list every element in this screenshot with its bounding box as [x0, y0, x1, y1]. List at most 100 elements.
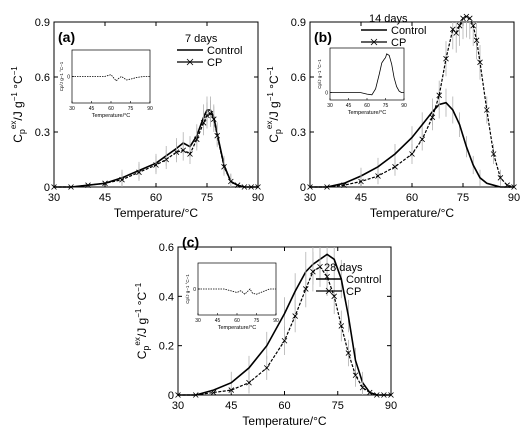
panel-label: (c): [182, 234, 199, 250]
data-point: [102, 180, 108, 187]
inset-x-tick-label: 45: [215, 318, 221, 324]
data-point: [317, 263, 323, 270]
y-label-main: C: [267, 134, 281, 143]
data-point: [310, 268, 316, 275]
inset-x-tick-label: 75: [128, 106, 134, 112]
inset-y-tick-label: 0: [325, 91, 328, 97]
data-point: [341, 182, 347, 188]
y-label-units2: °C: [11, 75, 25, 92]
data-point: [409, 151, 415, 157]
x-tick-label: 60: [150, 192, 162, 204]
data-point: [490, 151, 497, 157]
legend-entry: Control: [207, 45, 242, 57]
data-point: [443, 55, 449, 62]
legend-marker: [325, 287, 333, 295]
inset-y-tick-label: 0: [193, 287, 196, 293]
y-tick-label: 0: [44, 182, 50, 194]
legend-entry: Control: [391, 25, 426, 37]
inset-x-tick-label: 90: [273, 318, 279, 324]
inset-line: [330, 53, 404, 96]
x-tick-label: 30: [48, 192, 60, 204]
data-point: [470, 22, 476, 29]
x-axis-label: Temperature/°C: [370, 206, 454, 220]
y-tick-label: 0.6: [291, 72, 306, 84]
inset-x-tick-label: 45: [89, 106, 95, 112]
panel-1: 30 45 60 75 90 0 0.3 0.6 0.9 Temperature/°C Cpex/J…: [9, 17, 264, 220]
y-label-sup2: −1: [266, 92, 275, 102]
legend-marker: [370, 38, 378, 46]
data-point: [248, 184, 254, 190]
legend-entry: CP: [207, 57, 222, 69]
data-point: [281, 337, 288, 344]
y-label-sup: ex: [9, 121, 18, 129]
y-axis-label: Cpex/J g−1 °C−1: [9, 66, 27, 143]
data-point: [359, 384, 366, 391]
x-tick-label: 75: [457, 192, 469, 204]
data-point: [381, 392, 387, 398]
data-point: [453, 30, 459, 36]
y-label-sup3: −1: [266, 66, 275, 76]
inset-y-tick-label: 0: [67, 75, 70, 81]
y-label-sup3: −1: [10, 66, 19, 76]
inset-x-tick-label: 60: [234, 318, 240, 324]
data-point: [467, 15, 473, 22]
data-point: [221, 164, 227, 170]
y-tick-label: 0.6: [35, 72, 50, 84]
y-label-units: /J g: [135, 318, 149, 337]
series-line: [54, 112, 258, 188]
legend-title: 7 days: [185, 33, 218, 45]
inset-plot: 30 45 60 75 90 0 Temperature/°C Cp/J g−1 °C−1: [59, 49, 153, 119]
data-point: [388, 392, 394, 398]
x-tick-label: 45: [99, 192, 111, 204]
data-point: [392, 164, 398, 170]
inset-x-axis-label: Temperature/°C: [218, 325, 257, 331]
data-point: [228, 387, 235, 393]
inset-frame: [71, 49, 151, 104]
series-cp: [307, 13, 517, 190]
data-point: [504, 182, 510, 188]
inset-y-axis-label: Cp/J g−1 °C−1: [59, 61, 64, 91]
data-point: [136, 169, 142, 176]
data-point: [436, 92, 442, 99]
inset-x-tick-label: 60: [364, 103, 370, 109]
data-point: [241, 184, 248, 190]
data-point: [194, 136, 200, 143]
y-label-units2: °C: [135, 292, 149, 309]
y-label-main: C: [11, 134, 25, 143]
y-tick-label: 0.2: [159, 341, 174, 353]
data-point: [429, 114, 436, 121]
y-label-sup3: −1: [134, 282, 143, 292]
inset-x-tick-label: 45: [346, 103, 352, 109]
data-point: [263, 365, 270, 371]
data-point: [324, 184, 330, 190]
data-point: [352, 372, 359, 379]
data-point: [331, 293, 337, 300]
inset-plot: 30 45 60 75 90 0 Temperature/°C Cp/J g−1 °C−1: [317, 47, 407, 116]
legend-marker: [186, 58, 194, 66]
data-point: [214, 132, 220, 139]
legend-entry: Control: [346, 274, 381, 286]
data-point: [303, 286, 309, 292]
y-label-sub: p: [17, 129, 27, 134]
series-cp: [175, 247, 394, 398]
inset-x-axis-label: Temperature/°C: [92, 113, 131, 119]
y-tick-label: 0: [300, 182, 306, 194]
x-axis-label: Temperature/°C: [114, 206, 198, 220]
inset-x-tick-label: 30: [69, 106, 75, 112]
data-point: [463, 13, 470, 20]
y-axis-label: Cpex/J g−1 °C−1: [133, 282, 151, 359]
data-point: [200, 120, 207, 126]
y-tick-label: 0.9: [35, 17, 50, 29]
y-label-sup: ex: [265, 121, 274, 129]
y-label-sup2: −1: [10, 92, 19, 102]
x-tick-label: 75: [332, 400, 344, 412]
x-tick-label: 30: [172, 400, 184, 412]
x-tick-label: 90: [508, 192, 520, 204]
x-tick-label: 90: [252, 192, 264, 204]
legend-entry: CP: [391, 37, 406, 49]
inset-x-tick-label: 90: [401, 103, 407, 109]
y-label-units2: °C: [267, 75, 281, 92]
y-label-sub: p: [141, 346, 151, 351]
